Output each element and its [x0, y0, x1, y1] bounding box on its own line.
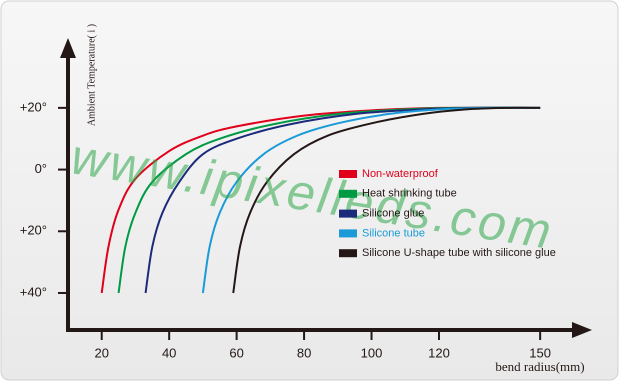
- y-axis-label: Ambient Temperature( i ): [86, 24, 97, 126]
- x-tick-label: 100: [361, 345, 383, 360]
- x-tick-label: 40: [162, 345, 176, 360]
- legend-swatch: [339, 209, 357, 218]
- legend-label: Non-waterproof: [362, 168, 439, 180]
- legend-label: Silicone glue: [362, 208, 424, 220]
- y-tick-label: +40°: [20, 284, 47, 299]
- x-tick-label: 60: [229, 345, 243, 360]
- x-tick-label: 120: [428, 345, 450, 360]
- legend-swatch: [339, 229, 357, 238]
- x-tick-label: 80: [297, 345, 311, 360]
- line: [232, 106, 541, 294]
- legend-swatch: [339, 189, 357, 198]
- legend-swatch: [339, 170, 357, 178]
- line: [201, 106, 541, 294]
- y-arrow: [60, 38, 76, 58]
- x-tick-label: 150: [529, 345, 551, 360]
- x-tick-label: 20: [94, 345, 108, 360]
- legend-label: Heat shrinking tube: [362, 188, 457, 200]
- y-tick-label: +20°: [20, 99, 47, 114]
- legend-label: Silicone tube: [362, 227, 425, 239]
- y-tick-label: +20°: [20, 223, 47, 238]
- legend-swatch: [339, 249, 357, 258]
- x-arrow: [572, 322, 592, 338]
- y-tick-label: 0°: [35, 161, 47, 176]
- x-axis-label: bend radius(mm): [495, 359, 584, 374]
- legend-label: Silicone U-shape tube with silicone glue: [362, 247, 556, 259]
